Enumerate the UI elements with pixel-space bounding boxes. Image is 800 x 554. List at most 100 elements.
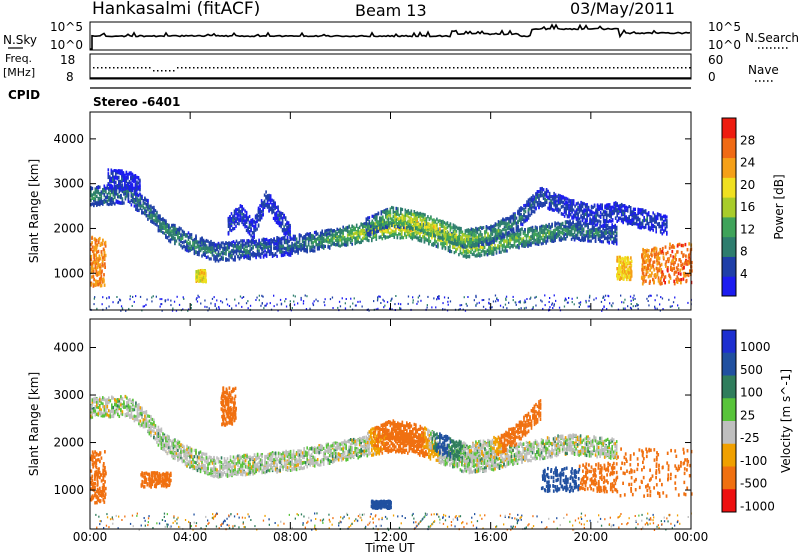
echo-cell [461,242,464,246]
echo-cell [331,238,334,242]
echo-cell [213,257,215,261]
echo-cell [473,243,476,247]
echo-cell [431,226,434,230]
echo-cell [236,221,239,225]
echo-cell [216,243,218,247]
echo-cell [199,239,202,243]
echo-cell [587,239,589,243]
echo-cell [415,223,417,227]
echo-cell [480,249,483,253]
echo-cell [225,246,227,250]
echo-cell [289,229,291,233]
echo-cell [596,230,598,234]
echo-cell [485,240,488,245]
echo-cell [258,245,260,249]
echo-cell [319,240,322,244]
echo-cell [233,211,236,216]
echo-cell [309,235,311,239]
echo-cell [472,237,474,242]
echo-cell [608,226,610,230]
echo-cell [186,243,188,247]
echo-cell [387,235,390,239]
echo-cell [260,202,263,206]
echo-cell [380,227,383,231]
echo-cell [263,193,266,197]
echo-cell [201,238,203,242]
echo-cell [457,226,459,230]
echo-cell [222,256,224,260]
echo-cell [455,229,458,233]
nsky-tick-top-left: 10^5 [50,20,83,34]
echo-cell [440,229,442,233]
echo-cell [402,228,405,232]
echo-cell [585,234,588,238]
echo-cell [174,236,176,241]
echo-cell [217,259,220,263]
echo-cell [259,208,261,212]
echo-cell [226,244,229,248]
echo-cell [476,248,478,252]
echo-cell [526,202,528,207]
echo-cell [533,205,536,209]
echo-cell [199,246,202,250]
echo-cell [463,243,465,247]
echo-cell [134,188,137,192]
echo-cell [127,195,130,199]
echo-cell [471,246,474,250]
echo-cell [502,232,504,236]
echo-cell [371,239,373,243]
echo-cell [510,233,513,237]
echo-cell [430,232,432,237]
echo-cell [242,222,245,226]
freq-dot [385,67,387,69]
echo-cell [482,246,484,250]
echo-cell [263,199,266,203]
echo-cell [106,199,109,203]
echo-cell [109,175,111,179]
echo-cell [416,217,419,221]
echo-cell [533,234,535,238]
echo-cell [437,236,440,240]
echo-cell [394,224,396,229]
echo-cell [180,244,182,248]
echo-cell [238,213,240,217]
echo-cell [102,200,104,204]
echo-cell [168,239,170,243]
echo-cell [470,240,473,245]
echo-cell [512,222,515,226]
echo-cell [232,218,234,222]
echo-cell [287,228,290,232]
echo-cell [469,232,471,236]
echo-cell [539,227,541,231]
echo-cell [169,240,172,244]
echo-cell [115,192,118,196]
echo-cell [110,186,113,190]
echo-cell [554,236,556,241]
echo-cell [385,210,387,214]
echo-cell [523,218,525,222]
echo-cell [153,219,155,223]
freq-dot [357,67,359,69]
echo-cell [262,255,265,259]
echo-cell [250,218,252,223]
echo-cell [139,192,141,196]
echo-cell [254,216,257,220]
echo-cell [520,221,522,225]
echo-cell [110,168,113,173]
echo-cell [427,215,429,219]
echo-cell [569,230,571,234]
echo-cell [226,258,229,262]
echo-cell [273,238,275,242]
echo-cell [307,239,310,243]
echo-cell [449,249,451,254]
echo-cell [411,224,414,228]
echo-cell [358,225,361,230]
echo-cell [160,229,163,233]
echo-cell [112,187,115,191]
echo-cell [265,254,268,258]
echo-cell [125,172,128,176]
nsearch-label: N.Search [745,31,799,45]
echo-cell [136,200,139,204]
echo-cell [309,249,311,253]
echo-cell [234,255,236,259]
